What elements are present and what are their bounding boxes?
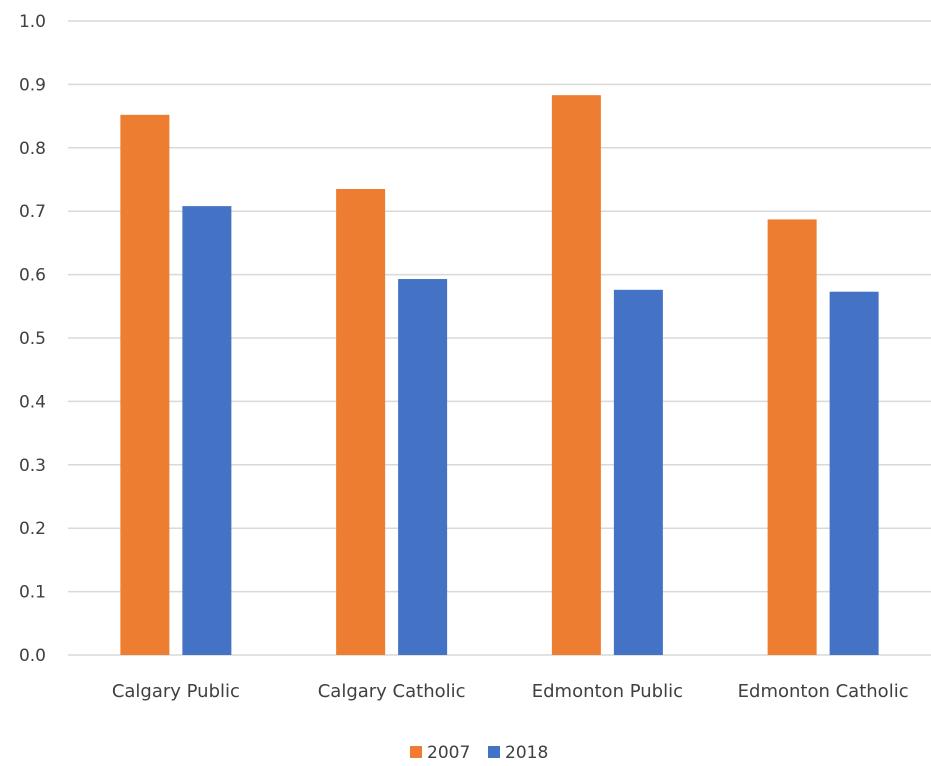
legend: 2007 2018: [410, 743, 548, 763]
y-tick-label: 0.1: [19, 583, 46, 603]
bar-2007-0: [120, 114, 170, 655]
legend-label: 2018: [505, 743, 548, 763]
y-tick-label: 0.7: [19, 202, 46, 222]
bar-2018-2: [613, 289, 663, 655]
legend-label: 2007: [427, 743, 470, 763]
bars: [120, 95, 879, 656]
bar-2007-2: [551, 95, 601, 656]
x-category-label: Edmonton Public: [532, 681, 683, 702]
y-tick-label: 0.4: [19, 392, 46, 412]
y-tick-label: 0.8: [19, 139, 46, 159]
y-tick-label: 0.2: [19, 519, 46, 539]
y-tick-label: 0.6: [19, 266, 46, 286]
x-axis-labels: Calgary Public Calgary Catholic Edmonton P…: [112, 681, 909, 702]
y-tick-label: 0.3: [19, 456, 46, 476]
x-category-label: Calgary Catholic: [318, 681, 466, 702]
y-tick-label: 0.9: [19, 75, 46, 95]
y-axis-ticks: 0.0 0.1 0.2 0.3 0.4 0.5 0.6 0.7 0.8 0.9 1.0: [19, 12, 46, 666]
x-category-label: Edmonton Catholic: [738, 681, 909, 702]
legend-swatch: [488, 746, 500, 758]
y-tick-label: 0.5: [19, 329, 46, 349]
bar-2018-1: [398, 279, 448, 655]
bar-2018-3: [829, 291, 879, 655]
bar-2018-0: [182, 206, 232, 656]
y-tick-label: 1.0: [19, 12, 46, 32]
y-tick-label: 0.0: [19, 646, 46, 666]
bar-2007-1: [336, 189, 386, 655]
x-category-label: Calgary Public: [112, 681, 240, 702]
legend-swatch: [410, 746, 422, 758]
bar-2007-3: [767, 219, 817, 655]
